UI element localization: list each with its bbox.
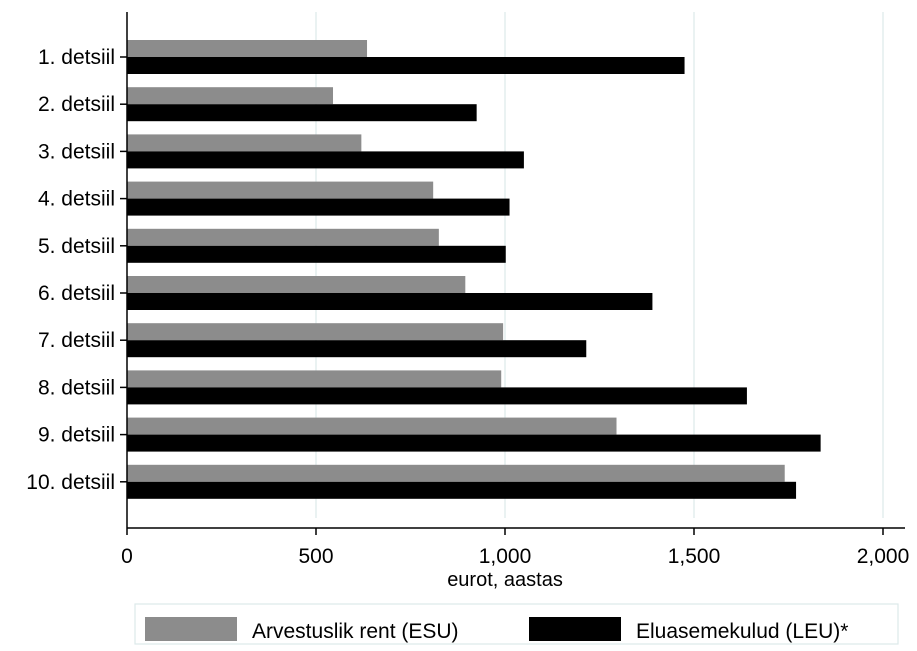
y-tick-label-10: 10. detsiil [26,471,115,494]
x-tick-label-1500: 1,500 [668,545,721,568]
legend-swatch-leu [529,617,621,641]
bar-esu-1 [127,40,368,57]
legend-label-esu: Arvestuslik rent (ESU) [252,620,459,643]
y-tick-label-4: 4. detsiil [38,188,115,211]
y-tick-label-2: 2. detsiil [38,93,115,116]
legend: Arvestuslik rent (ESU) Eluasemekulud (LEU… [134,603,899,645]
bar-esu-6 [127,276,466,293]
x-tick-label-500: 500 [298,545,333,568]
axes [126,12,905,529]
bar-esu-8 [127,370,502,388]
bar-leu-8 [127,387,747,405]
legend-box [134,603,899,645]
x-tick-label-1000: 1,000 [479,545,532,568]
bar-leu-3 [127,151,524,169]
y-tick-label-6: 6. detsiil [38,282,115,305]
bar-leu-2 [127,104,477,122]
x-tick-label-2000: 2,000 [857,545,910,568]
y-tick-label-8: 8. detsiil [38,376,115,399]
bar-leu-1 [127,57,685,74]
bar-leu-10 [127,481,797,499]
bar-esu-3 [127,134,362,152]
axis-labels: 0 500 1,000 1,500 2,000 1. detsiil 2. detsiil 3… [26,46,909,568]
y-tick-label-5: 5. detsiil [38,235,115,258]
bars [127,40,821,499]
bar-esu-4 [127,181,434,199]
bar-leu-9 [127,434,821,452]
bar-leu-6 [127,293,653,310]
bar-esu-5 [127,228,439,246]
x-tick-label-0: 0 [121,545,133,568]
bar-leu-7 [127,340,587,358]
y-tick-label-7: 7. detsiil [38,329,115,352]
bar-esu-2 [127,87,334,105]
bar-leu-4 [127,198,510,216]
y-tick-label-3: 3. detsiil [38,140,115,163]
y-tick-label-1: 1. detsiil [38,46,115,69]
y-tick-label-9: 9. detsiil [38,424,115,447]
legend-swatch-esu [145,617,237,641]
bar-esu-9 [127,417,617,435]
bar-esu-7 [127,323,504,341]
bar-leu-5 [127,245,506,263]
bar-esu-10 [127,464,785,482]
legend-label-leu: Eluasemekulud (LEU)* [636,620,848,643]
x-axis-title: eurot, aastas [447,569,563,591]
